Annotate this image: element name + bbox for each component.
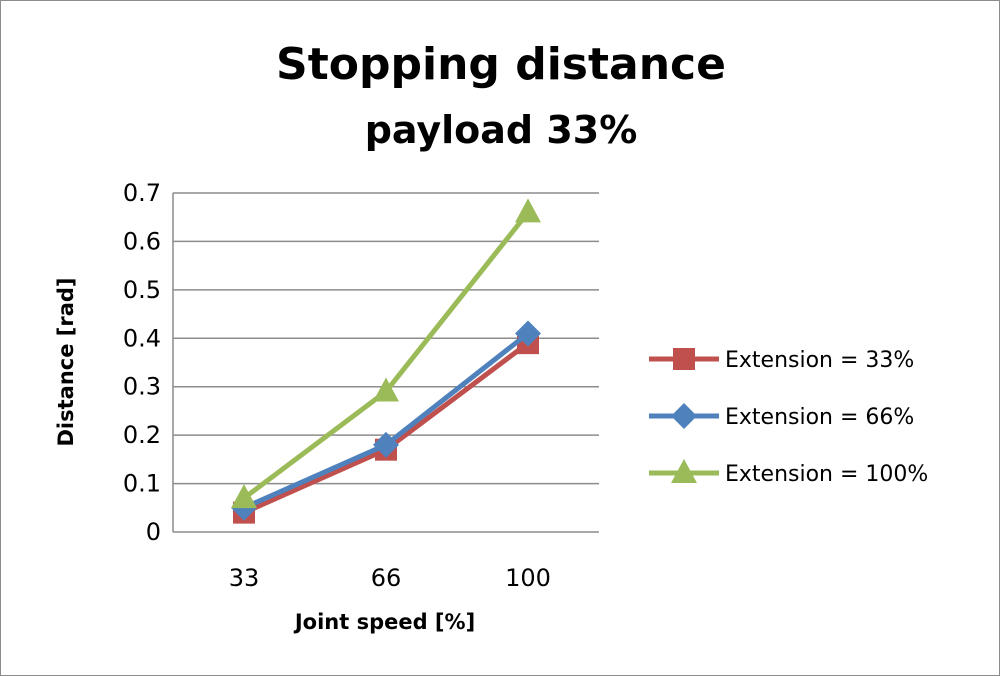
x-tick-label: 33 — [229, 564, 260, 592]
chart-title: Stopping distance — [276, 39, 726, 90]
legend-label: Extension = 33% — [725, 348, 914, 373]
y-tick-label: 0.4 — [123, 324, 161, 352]
y-tick-label: 0 — [146, 518, 161, 546]
y-tick-label: 0.6 — [123, 227, 161, 255]
x-axis-label: Joint speed [%] — [293, 610, 475, 634]
y-tick-label: 0.5 — [123, 276, 161, 304]
legend-item: Extension = 33% — [649, 348, 914, 373]
x-tick-label: 100 — [505, 564, 551, 592]
square-marker — [673, 348, 695, 370]
legend: Extension = 33% Extension = 66% Extension … — [649, 348, 928, 487]
diamond-marker — [515, 320, 541, 347]
legend-label: Extension = 66% — [725, 405, 914, 430]
legend-label: Extension = 100% — [725, 462, 928, 487]
series-3 — [231, 198, 541, 509]
triangle-marker — [231, 484, 257, 509]
chart-subtitle: payload 33% — [365, 108, 638, 152]
series-2 — [231, 320, 541, 521]
legend-item: Extension = 100% — [649, 459, 928, 487]
triangle-marker — [671, 459, 697, 483]
triangle-marker — [515, 198, 541, 223]
y-tick-label: 0.7 — [123, 179, 161, 207]
series-line — [242, 331, 530, 511]
diamond-marker — [373, 431, 399, 458]
legend-item: Extension = 66% — [649, 403, 914, 430]
triangle-marker — [373, 377, 399, 402]
diamond-marker — [671, 403, 697, 429]
x-tick-label: 66 — [371, 564, 402, 592]
y-axis-label: Distance [rad] — [54, 277, 78, 446]
y-tick-label: 0.3 — [123, 373, 161, 401]
y-tick-label: 0.2 — [123, 421, 161, 449]
y-tick-label: 0.1 — [123, 470, 161, 498]
